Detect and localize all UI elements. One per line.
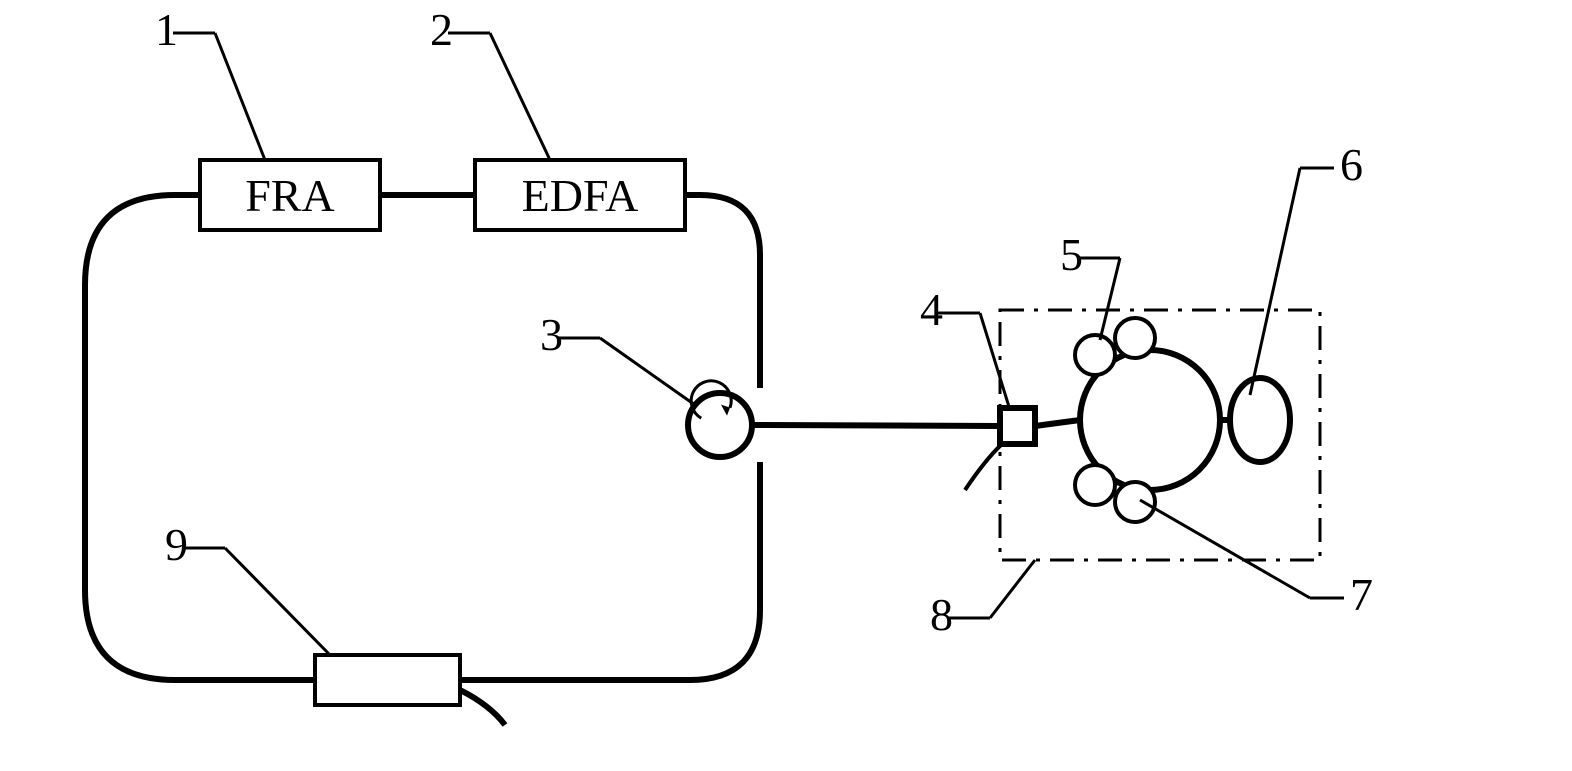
label-num-l6: 6 xyxy=(1340,139,1363,190)
module-bottom-small-1 xyxy=(1115,482,1155,522)
leader-d-l3 xyxy=(600,338,695,405)
ring-path-left xyxy=(85,195,315,680)
label-num-l8: 8 xyxy=(930,589,953,640)
leader-d-l1 xyxy=(215,33,265,160)
module-ellipse xyxy=(1230,378,1290,462)
fra-label: FRA xyxy=(245,170,334,221)
leader-d-l7 xyxy=(1140,500,1310,598)
module-stub-tail xyxy=(965,444,1002,490)
label-num-l3: 3 xyxy=(540,309,563,360)
leader-d-l4 xyxy=(980,313,1010,410)
label-num-l1: 1 xyxy=(155,4,178,55)
ring-path-right xyxy=(685,195,760,388)
label-num-l2: 2 xyxy=(430,4,453,55)
label-num-l4: 4 xyxy=(920,284,943,335)
label-num-l7: 7 xyxy=(1350,569,1373,620)
leader-d-l6 xyxy=(1250,168,1300,395)
label-num-l5: 5 xyxy=(1060,229,1083,280)
coupler-box xyxy=(315,655,460,705)
module-top-small-1 xyxy=(1115,318,1155,358)
edfa-label: EDFA xyxy=(522,170,639,221)
leader-d-l8 xyxy=(990,560,1035,618)
module-bottom-small-0 xyxy=(1075,465,1115,505)
label-num-l9: 9 xyxy=(165,519,188,570)
circulator-circle xyxy=(688,393,752,457)
coupler-output-tail xyxy=(460,690,505,725)
module-stub xyxy=(1000,408,1035,444)
ring-path-bottom xyxy=(460,462,760,680)
stub-bigcircle-link xyxy=(1035,420,1080,426)
circulator-module-link xyxy=(754,425,1000,426)
leader-d-l2 xyxy=(490,33,550,160)
module-top-small-0 xyxy=(1075,335,1115,375)
leader-d-l9 xyxy=(225,548,330,655)
